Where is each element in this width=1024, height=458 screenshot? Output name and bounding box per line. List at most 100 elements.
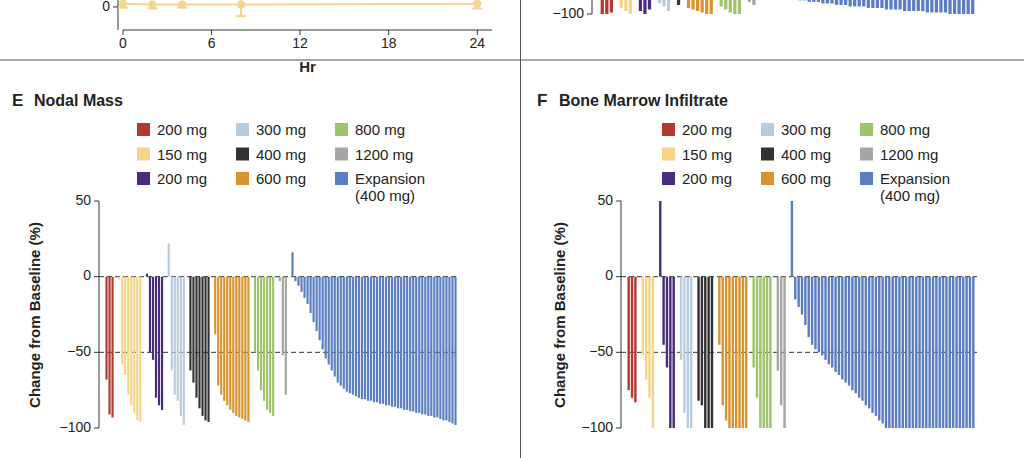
bar [918, 277, 920, 428]
legend-label: 150 mg [157, 146, 207, 163]
bar [388, 277, 390, 406]
bar [108, 277, 110, 415]
marker [149, 1, 157, 9]
bar [266, 277, 268, 410]
legend-label-line: Expansion [880, 170, 950, 187]
bar [722, 277, 724, 406]
bar [418, 277, 420, 413]
bar [659, 201, 661, 277]
bar [442, 277, 444, 421]
bar [662, 277, 664, 345]
bar [244, 277, 246, 421]
legend-label: 400 mg [781, 146, 831, 163]
bar [316, 277, 318, 331]
bar [415, 277, 417, 413]
bar [945, 277, 947, 428]
bar [735, 277, 737, 428]
bar [878, 277, 880, 421]
y-tick-label: −50 [589, 343, 613, 359]
y-tick-label: 50 [75, 192, 91, 208]
bar [331, 277, 333, 371]
bar [804, 277, 806, 325]
bar [766, 277, 768, 428]
bar [285, 277, 287, 395]
x-tick-label: 6 [208, 35, 216, 51]
bar [105, 277, 107, 380]
bar [189, 277, 191, 371]
bar [319, 277, 321, 341]
legend-swatch [335, 172, 348, 185]
bar [752, 277, 754, 368]
plot-area [105, 243, 456, 425]
bar [912, 277, 914, 428]
bar [701, 277, 703, 406]
bar [260, 277, 262, 391]
bar [915, 277, 917, 428]
bar [124, 277, 126, 375]
y-axis [621, 201, 622, 428]
bar [957, 0, 960, 14]
bar [949, 277, 951, 428]
bar [881, 277, 883, 424]
bar [769, 277, 771, 428]
bar [687, 277, 689, 428]
bar [724, 0, 727, 9]
bar [680, 277, 682, 360]
bar [718, 277, 720, 345]
bar [406, 277, 408, 410]
legend-swatch [137, 123, 150, 136]
bar [666, 277, 668, 368]
bar [752, 0, 755, 5]
bar [799, 0, 802, 1]
panel-letter: F [537, 91, 547, 110]
bar [844, 277, 846, 383]
marker [119, 0, 127, 8]
legend-label: 800 mg [880, 121, 930, 138]
bar [220, 277, 222, 395]
bar [905, 277, 907, 428]
bar [720, 0, 723, 6]
y-tick [587, 14, 592, 15]
bar [867, 0, 870, 8]
bar [642, 277, 644, 356]
bar [149, 277, 151, 353]
y-tick [616, 276, 621, 277]
y-tick [616, 428, 621, 429]
y-tick-label: −100 [59, 419, 91, 435]
bar [818, 277, 820, 353]
bar [367, 277, 369, 401]
bar [300, 277, 302, 292]
bar [325, 277, 327, 359]
panel-letter: E [12, 91, 23, 110]
bar [824, 277, 826, 360]
bar [232, 277, 234, 413]
bar [797, 277, 799, 307]
bar [835, 0, 838, 5]
legend-label: 400 mg [256, 146, 306, 163]
plot-area [601, 0, 975, 14]
bar [922, 277, 924, 428]
bar [648, 0, 651, 9]
bar [155, 277, 157, 398]
bar [667, 0, 670, 11]
bar [952, 277, 954, 428]
bar [139, 277, 141, 422]
bar [158, 277, 160, 406]
bar [361, 277, 363, 400]
bar [865, 277, 867, 406]
bar [908, 277, 910, 428]
bar [871, 0, 874, 8]
bar [858, 0, 861, 6]
bar [385, 277, 387, 406]
y-tick-label: 0 [83, 267, 91, 283]
bar [839, 0, 842, 5]
bar [967, 0, 970, 14]
bar [174, 277, 176, 395]
bar [935, 0, 938, 12]
legend-swatch [236, 172, 249, 185]
bar [935, 277, 937, 428]
x-tick-label: 0 [119, 35, 127, 51]
bar [214, 277, 216, 335]
bar [801, 277, 803, 315]
bar [780, 277, 782, 406]
